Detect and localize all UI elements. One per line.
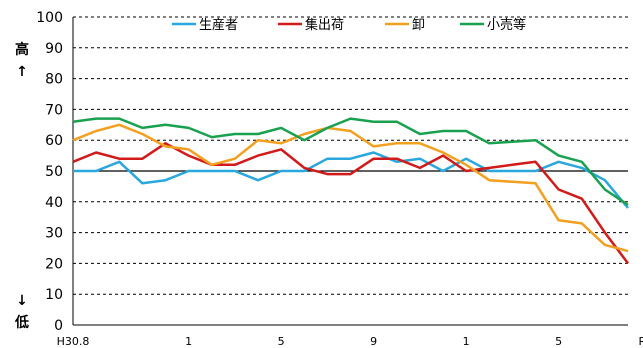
y-tick-label: 50 — [45, 164, 63, 180]
legend-label-0: 生産者 — [199, 17, 238, 33]
legend-label-3: 小売等 — [487, 17, 526, 33]
y-tick-labels: 0 10 20 30 40 50 60 70 80 90 100 — [36, 10, 63, 334]
series-line-2 — [72, 123, 629, 253]
legend: 生産者 集出荷 卸 小売等 — [172, 17, 526, 33]
y-tick-label: 40 — [45, 195, 63, 211]
x-tick-labels: H30.8 1 5 9 1 5 R2.9 — [57, 335, 643, 348]
x-tick-label: 9 — [370, 335, 377, 348]
legend-label-2: 卸 — [412, 17, 425, 33]
grid-lines — [73, 16, 628, 295]
y-tick-label: 100 — [36, 10, 63, 26]
y-tick-label: 20 — [45, 256, 63, 272]
x-tick-label: 5 — [278, 335, 285, 348]
y-tick-label: 80 — [45, 72, 63, 88]
y-tick-label: 0 — [54, 318, 63, 334]
series-line-0 — [73, 151, 629, 209]
x-tick-label: 1 — [463, 335, 470, 348]
x-tick-label: 5 — [555, 335, 562, 348]
y-tick-label: 70 — [45, 102, 63, 118]
x-tick-label: 1 — [185, 335, 192, 348]
y-side-label-high: 高↑ — [15, 41, 29, 80]
y-side-label-low: ↓低 — [14, 293, 29, 331]
series-lines — [72, 117, 630, 265]
series-line-3 — [72, 117, 629, 206]
y-tick-label: 90 — [45, 41, 63, 57]
x-tick-label: H30.8 — [57, 335, 90, 348]
y-tick-label: 10 — [45, 287, 63, 303]
y-tick-label: 30 — [45, 226, 63, 242]
y-tick-label: 60 — [45, 133, 63, 149]
series-line-1 — [72, 142, 630, 265]
x-tick-label: R2.9 — [639, 335, 643, 348]
legend-label-1: 集出荷 — [305, 17, 344, 33]
